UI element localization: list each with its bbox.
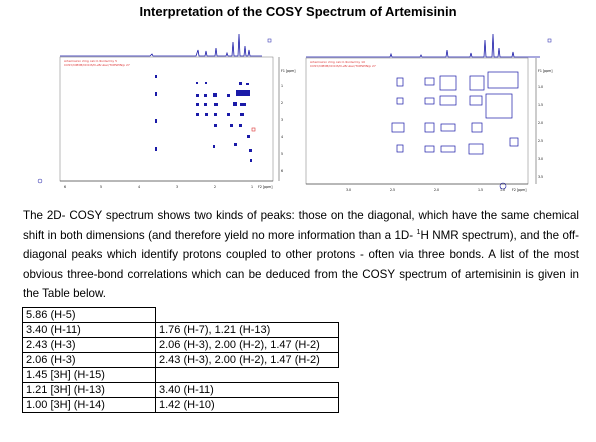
- table-row: 1.21 [3H] (H-13) 3.40 (H-11): [22, 382, 339, 398]
- f2-tick-label: 1.0: [500, 188, 505, 192]
- description-paragraph: The 2D- COSY spectrum shows two kinds of…: [23, 206, 579, 304]
- f2-tick-label: 1: [251, 185, 253, 189]
- f2-axis-unit-right: F2 [ppm]: [512, 188, 527, 192]
- f1-tick-label: 4: [281, 135, 283, 139]
- page-title: Interpretation of the COSY Spectrum of A…: [139, 4, 457, 19]
- table-row: 1.00 [3H] (H-14) 1.42 (H-10): [22, 397, 339, 413]
- correlation-table: 5.86 (H-5) 3.40 (H-11) 1.76 (H-7), 1.21 …: [22, 307, 339, 413]
- f1-tick-label: 6: [281, 169, 283, 173]
- projection-trace-left: [60, 33, 262, 57]
- edge-mark: [155, 92, 157, 96]
- f1-tick-label: 1.5: [538, 103, 543, 107]
- table-row: 5.86 (H-5): [22, 307, 339, 323]
- table-row: 3.40 (H-11) 1.76 (H-7), 1.21 (H-13): [22, 322, 339, 338]
- spectrum-frame-right: [305, 57, 529, 185]
- correlation-cell: 2.43 (H-3), 2.00 (H-2), 1.47 (H-2): [155, 352, 339, 368]
- cross-peaks-left: [196, 82, 252, 162]
- proton-cell: 1.21 [3H] (H-13): [22, 382, 156, 398]
- cross-peak-right: [499, 182, 507, 190]
- table-row: 2.06 (H-3) 2.43 (H-3), 2.00 (H-2), 1.47 …: [22, 352, 339, 368]
- edge-mark: [155, 75, 157, 78]
- edge-mark: [155, 147, 157, 151]
- f2-tick-label: 2.5: [390, 188, 395, 192]
- paragraph-text-2: H NMR spectrum), and the off-diagonal pe…: [23, 228, 579, 301]
- corner-icon: [267, 38, 272, 43]
- projection-trace-right: [306, 33, 540, 58]
- cosy-spectrum-right: Artemisinin 2mg calcd divided by 10 COSY…: [305, 33, 553, 192]
- spectrum-label-right-2: COSY/OPDM/CDCl3/D+Bruker/TOPSPIN/p 27: [310, 64, 376, 68]
- proton-cell: 1.00 [3H] (H-14): [22, 397, 156, 413]
- f1-tick-label: 1: [281, 84, 283, 88]
- f1-tick-label: 2: [281, 101, 283, 105]
- f1-tick-label: 2.0: [538, 121, 543, 125]
- f2-tick-label: 1.5: [478, 188, 483, 192]
- f1-axis-unit-left: F1 [ppm]: [281, 69, 296, 73]
- f2-tick-label: 3: [176, 185, 178, 189]
- spectrum-label-right-1: Artemisinin 2mg calcd divided by 10: [310, 60, 365, 64]
- f1-axis-unit-right: F1 [ppm]: [538, 69, 553, 73]
- proton-cell: 1.45 [3H] (H-15): [22, 367, 156, 383]
- correlation-cell: 2.06 (H-3), 2.00 (H-2), 1.47 (H-2): [155, 337, 339, 353]
- proton-cell: 2.06 (H-3): [22, 352, 156, 368]
- f1-tick-label: 3: [281, 118, 283, 122]
- cross-peaks-right: [391, 71, 519, 155]
- f2-axis-unit-left: F2 [ppm]: [258, 185, 273, 189]
- spectrum-frame-left: [59, 56, 274, 182]
- correlation-cell: 1.76 (H-7), 1.21 (H-13): [155, 322, 339, 338]
- corner-icon: [37, 178, 43, 184]
- f2-tick-label: 2: [214, 185, 216, 189]
- f2-tick-label: 6: [64, 185, 66, 189]
- edge-mark: [155, 119, 157, 123]
- f1-tick-label: 3.5: [538, 175, 543, 179]
- f2-tick-label: 3.0: [346, 188, 351, 192]
- f1-tick-label: 3.0: [538, 157, 543, 161]
- f2-tick-label: 2.0: [434, 188, 439, 192]
- spectrum-label-left-1: Artemisinin 2mg calcd divided by 5: [64, 59, 117, 63]
- correlation-cell: 1.42 (H-10): [155, 397, 339, 413]
- correlation-cell: 3.40 (H-11): [155, 382, 339, 398]
- spectrum-label-left-2: COSY/OPDM/CDCl3/D+Bruker/TOPSPIN/p 27: [64, 63, 130, 67]
- corner-icon: [547, 38, 552, 43]
- cosy-spectra-figure: Artemisinin 2mg calcd divided by 5 COSY/…: [0, 20, 596, 198]
- f2-tick-label: 4: [138, 185, 140, 189]
- superscript-one: 1: [416, 228, 421, 236]
- f1-tick-label: 1.0: [538, 85, 543, 89]
- table-row: 1.45 [3H] (H-15): [22, 367, 339, 383]
- f1-tick-label: 2.5: [538, 139, 543, 143]
- proton-cell: 2.43 (H-3): [22, 337, 156, 353]
- proton-cell: 3.40 (H-11): [22, 322, 156, 338]
- f2-tick-label: 5: [100, 185, 102, 189]
- cosy-spectrum-left: Artemisinin 2mg calcd divided by 5 COSY/…: [37, 33, 296, 189]
- f1-tick-label: 5: [281, 152, 283, 156]
- paragraph-text-1: The 2D- COSY spectrum shows two kinds of…: [23, 209, 579, 242]
- highlight-marker: [251, 127, 256, 132]
- table-row: 2.43 (H-3) 2.06 (H-3), 2.00 (H-2), 1.47 …: [22, 337, 339, 353]
- proton-cell: 5.86 (H-5): [22, 307, 156, 323]
